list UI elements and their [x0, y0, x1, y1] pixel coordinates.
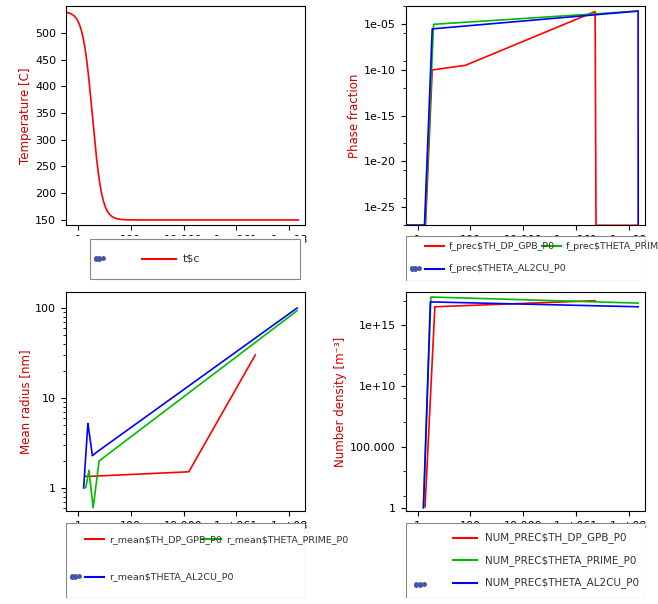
X-axis label: Time [s]: Time [s] [496, 246, 554, 259]
Y-axis label: Mean radius [nm]: Mean radius [nm] [19, 350, 32, 454]
Text: NUM_PREC$TH_DP_GPB_P0: NUM_PREC$TH_DP_GPB_P0 [484, 532, 626, 543]
X-axis label: Time [s]: Time [s] [157, 533, 215, 545]
Text: r_mean$TH_DP_GPB_P0: r_mean$TH_DP_GPB_P0 [109, 535, 222, 544]
X-axis label: Time [s]: Time [s] [496, 533, 554, 545]
Text: r_mean$THETA_PRIME_P0: r_mean$THETA_PRIME_P0 [226, 535, 348, 544]
Text: f_prec$THETA_PRIME_P0: f_prec$THETA_PRIME_P0 [566, 242, 658, 251]
X-axis label: Time [s]: Time [s] [157, 246, 215, 259]
Text: f_prec$TH_DP_GPB_P0: f_prec$TH_DP_GPB_P0 [449, 242, 555, 251]
Y-axis label: Number density [m⁻³]: Number density [m⁻³] [334, 336, 347, 467]
Text: r_mean$THETA_AL2CU_P0: r_mean$THETA_AL2CU_P0 [109, 573, 234, 582]
Y-axis label: Temperature [C]: Temperature [C] [19, 68, 32, 164]
Text: NUM_PREC$THETA_PRIME_P0: NUM_PREC$THETA_PRIME_P0 [484, 555, 636, 566]
Bar [89, 239, 300, 279]
Y-axis label: Phase fraction: Phase fraction [348, 74, 361, 158]
Text: f_prec$THETA_AL2CU_P0: f_prec$THETA_AL2CU_P0 [449, 264, 567, 273]
Text: NUM_PREC$THETA_AL2CU_P0: NUM_PREC$THETA_AL2CU_P0 [484, 577, 638, 588]
Text: t$c: t$c [183, 254, 201, 264]
